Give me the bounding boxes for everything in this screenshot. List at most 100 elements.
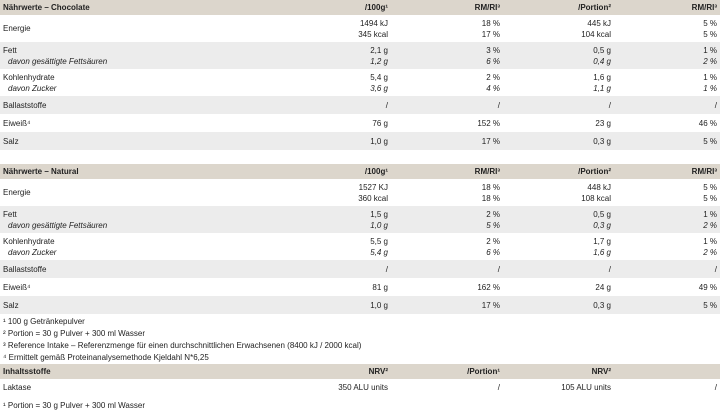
row-label: Eiweiß⁴ — [3, 114, 30, 132]
value-cell: 162 % — [477, 278, 500, 296]
table-row: Laktase 350 ALU units / 105 ALU units / — [0, 379, 720, 396]
value: 3,6 g — [370, 83, 388, 93]
sub-label: davon Zucker — [8, 83, 57, 93]
value: / — [714, 100, 717, 110]
value: 3 % — [486, 45, 500, 55]
value-cell: 24 g — [595, 278, 611, 296]
value: / — [608, 264, 611, 274]
value-cell: 1,0 g — [370, 132, 388, 150]
value: / — [714, 383, 717, 392]
value: 81 g — [372, 282, 388, 292]
row-label: Salz — [3, 132, 19, 150]
header-cell: RM/RI³ — [691, 3, 717, 12]
value: 0,5 g — [593, 209, 611, 219]
value: 1527 KJ — [358, 182, 388, 192]
value-cell: / — [609, 260, 611, 278]
label: Fett — [3, 209, 17, 219]
value: 350 ALU units — [338, 383, 388, 392]
value: / — [385, 264, 388, 274]
value: 18 % — [481, 18, 500, 28]
value: 108 kcal — [581, 193, 611, 203]
value-cell: 5,5 g 5,4 g — [370, 233, 388, 260]
label: Fett — [3, 45, 17, 55]
label: Salz — [3, 300, 19, 310]
value: 49 % — [698, 282, 717, 292]
label: Laktase — [3, 383, 32, 392]
header-cell: NRV² — [591, 367, 611, 376]
value-cell: 1,6 g 1,1 g — [593, 69, 611, 96]
value: / — [497, 100, 500, 110]
value: / — [385, 100, 388, 110]
value: 18 % — [481, 182, 500, 192]
value: 162 % — [477, 282, 500, 292]
value-cell: 5 % — [703, 132, 717, 150]
value: 1,1 g — [593, 83, 611, 93]
value-cell: 2 % 6 % — [486, 233, 500, 260]
value-cell: 18 % 18 % — [482, 179, 500, 206]
value: 2 % — [486, 72, 500, 82]
value-cell: 0,3 g — [593, 296, 611, 314]
table-row: Salz 1,0 g 17 % 0,3 g 5 % — [0, 132, 720, 150]
header-cell: /Portion² — [578, 3, 611, 12]
value: 2 % — [703, 220, 717, 230]
row-label: Laktase — [3, 379, 31, 396]
value: 1,6 g — [593, 72, 611, 82]
sub-label: davon gesättigte Fettsäuren — [8, 220, 108, 230]
value-cell: 0,5 g 0,3 g — [593, 206, 611, 233]
value: 448 kJ — [587, 182, 611, 192]
header-cell: NRV² — [368, 367, 388, 376]
value-cell: 350 ALU units — [338, 379, 388, 396]
value-cell: 1 % 2 % — [703, 206, 717, 233]
value: 1 % — [703, 236, 717, 246]
value: 5,4 g — [370, 247, 388, 257]
value-cell: 5,4 g 3,6 g — [370, 69, 388, 96]
header-row: Nährwerte – Chocolate/100g¹ RM/RI³/Portio… — [0, 0, 720, 15]
row-label: Kohlenhydrate davon Zucker — [3, 233, 56, 260]
value-cell: / — [715, 379, 717, 396]
row-label: Fett davon gesättigte Fettsäuren — [3, 42, 107, 69]
table-row: Energie 1527 KJ 360 kcal 18 % 18 % 448 kJ 108 … — [0, 179, 720, 206]
footnote: ⁴ Ermittelt gemäß Proteinanalysemethode … — [3, 353, 209, 362]
value: 6 % — [486, 56, 500, 66]
sub-label: davon Zucker — [8, 247, 57, 257]
row-label: Eiweiß⁴ — [3, 278, 30, 296]
value: 23 g — [595, 118, 611, 128]
header-cell: Inhaltsstoffe — [3, 367, 51, 376]
value: 5 % — [703, 300, 717, 310]
table-row: Energie 1494 kJ 345 kcal 18 % 17 % 445 kJ 104 … — [0, 15, 720, 42]
value: 0,4 g — [593, 56, 611, 66]
value-cell: / — [715, 260, 717, 278]
table-row: Fett davon gesättigte Fettsäuren 1,5 g 1,0 … — [0, 206, 720, 233]
value-cell: 49 % — [699, 278, 717, 296]
value-cell: 0,3 g — [593, 132, 611, 150]
label: Eiweiß⁴ — [3, 118, 31, 128]
table-row: Kohlenhydrate davon Zucker 5,4 g 3,6 g 2 % 4 … — [0, 69, 720, 96]
table-row: Eiweiß⁴ 76 g 152 % 23 g 46 % — [0, 114, 720, 132]
value: 2 % — [486, 236, 500, 246]
footnote: ¹ 100 g Getränkepulver — [3, 317, 85, 326]
footnote: ² Portion = 30 g Pulver + 300 ml Wasser — [3, 329, 145, 338]
value-cell: 3 % 6 % — [486, 42, 500, 69]
value-cell: 1494 kJ 345 kcal — [358, 15, 388, 42]
label: Kohlenhydrate — [3, 72, 55, 82]
value: 1,0 g — [370, 220, 388, 230]
value-cell: 23 g — [595, 114, 611, 132]
header-cell: RM/RI³ — [474, 167, 500, 176]
value-cell: 2 % 5 % — [486, 206, 500, 233]
header-cell: /Portion¹ — [467, 367, 500, 376]
value-cell: 1527 KJ 360 kcal — [358, 179, 388, 206]
value: 24 g — [595, 282, 611, 292]
value-cell: 448 kJ 108 kcal — [581, 179, 611, 206]
value: 0,3 g — [593, 136, 611, 146]
value: 17 % — [481, 300, 500, 310]
value: 0,5 g — [593, 45, 611, 55]
label: Energie — [3, 188, 31, 197]
value-cell: 445 kJ 104 kcal — [581, 15, 611, 42]
value-cell: 5 % 5 % — [703, 15, 717, 42]
value: 1,0 g — [370, 300, 388, 310]
value-cell: 1 % 1 % — [703, 69, 717, 96]
value: 6 % — [486, 247, 500, 257]
value: 104 kcal — [581, 29, 611, 39]
value: 445 kJ — [587, 18, 611, 28]
